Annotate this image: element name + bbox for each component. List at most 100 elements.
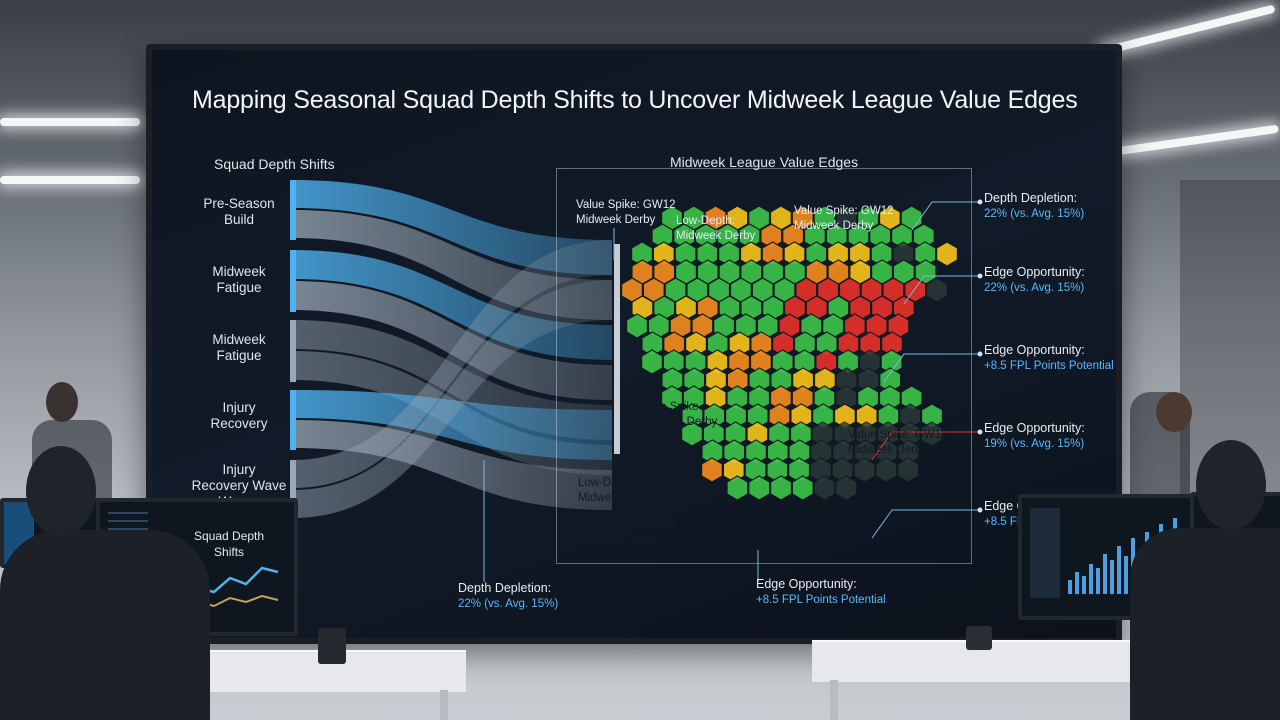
hex-cell [853, 439, 876, 465]
annotation-connector [903, 275, 980, 305]
hex-cell [791, 475, 814, 501]
hex-cell [748, 367, 771, 393]
hex-cell [766, 439, 789, 465]
hex-cell [728, 349, 751, 375]
flow-band [292, 281, 612, 400]
right-annotation: Edge Opportunity: 22% (vs. Avg. 15%) [984, 265, 1085, 294]
hex-cell [810, 439, 833, 465]
inner-annotation: Value Spike: GW12 Midweek Derby [794, 205, 894, 232]
monitor-bar [1103, 554, 1107, 594]
hex-cell [783, 241, 806, 267]
inner-annotation: Value Spike Midweek Derby [638, 401, 718, 428]
annotation-connector [871, 431, 980, 461]
annotation-connector [911, 201, 980, 231]
hex-cell [651, 223, 674, 249]
hex-cell [898, 421, 921, 447]
hex-cell [722, 457, 745, 483]
hex-cell [703, 403, 726, 429]
desk-leg [440, 690, 448, 720]
annotation-dot [977, 273, 983, 279]
foreground-person-left-head [26, 446, 96, 536]
hex-cell [750, 331, 773, 357]
hex-cell [835, 475, 858, 501]
ceiling-light [1111, 124, 1279, 156]
inner-annotation: Value Spike: GW12 Midweek Derby [578, 519, 678, 546]
hex-cell [761, 241, 784, 267]
hex-cell [835, 367, 858, 393]
hex-cell [674, 241, 697, 267]
hex-cell [912, 223, 935, 249]
hex-cell [706, 349, 729, 375]
hex-cell [768, 421, 791, 447]
monitor-bar [1124, 556, 1128, 594]
hex-cell [926, 277, 948, 303]
flow-source-bar [290, 320, 296, 382]
hex-cell [892, 241, 915, 267]
hex-cell [724, 421, 747, 447]
hex-cell [701, 439, 724, 465]
hex-cell [641, 349, 663, 375]
hex-cell [723, 439, 746, 465]
hex-cell [936, 241, 958, 267]
hex-cell [768, 403, 791, 429]
hex-cell [770, 367, 793, 393]
hex-cell [769, 385, 792, 411]
annotation-connector [871, 509, 980, 539]
hex-cell [813, 385, 836, 411]
hex-cell [661, 367, 684, 393]
monitor-sidebar [1030, 508, 1060, 598]
hex-cell [695, 223, 717, 249]
hex-cell [878, 385, 901, 411]
flow-target-bar [614, 244, 620, 454]
foreground-person-left [0, 530, 210, 720]
hex-cell [921, 403, 943, 429]
hex-panel-frame [556, 168, 972, 564]
hex-cell [673, 223, 696, 249]
annotation-dot [977, 351, 983, 357]
hex-cell [859, 331, 882, 357]
hex-cell [920, 421, 943, 447]
background-person-head [46, 382, 78, 422]
monitor-bar [1117, 546, 1121, 594]
hex-cell [825, 223, 848, 249]
hex-cell [858, 349, 881, 375]
hex-cell [847, 223, 870, 249]
hex-cell [696, 241, 719, 267]
hex-cell [805, 241, 828, 267]
hex-cell [662, 349, 685, 375]
ceiling-light [0, 118, 140, 126]
flow-label: Midweek Fatigue [212, 332, 266, 363]
monitor-bar [1075, 572, 1079, 594]
hex-cell [772, 331, 795, 357]
monitor-bar [1089, 564, 1093, 594]
hex-cell [827, 241, 850, 267]
flow-band [292, 180, 612, 275]
pen-holder [318, 628, 346, 664]
hex-cell [815, 349, 838, 375]
hex-cell [744, 457, 767, 483]
hex-cell [788, 439, 811, 465]
hex-cell [811, 421, 834, 447]
hex-cell [792, 367, 815, 393]
hex-cell [837, 349, 860, 375]
hex-cell [869, 223, 892, 249]
monitor-bar [1068, 580, 1072, 594]
hex-cell [683, 367, 706, 393]
hex-cell [832, 439, 855, 465]
hex-cell [718, 241, 741, 267]
hex-cell [652, 241, 675, 267]
hex-cell [877, 403, 900, 429]
desk-right [812, 640, 1192, 682]
hex-cell [685, 331, 707, 357]
flow-source-bar [290, 390, 296, 450]
hex-cell [793, 331, 816, 357]
inner-annotation: Value Spike: GW12 Midweek Derby [848, 429, 948, 456]
flow-source-bar [290, 460, 296, 520]
hex-cell [914, 241, 937, 267]
monitor-bar [1096, 568, 1100, 594]
monitor-bar [1082, 576, 1086, 594]
inner-annotation: Low-Depth: Midweek Derby [676, 215, 756, 242]
desk-leg [830, 680, 838, 720]
hex-cell [833, 403, 856, 429]
foreground-person-right-head [1196, 440, 1266, 530]
